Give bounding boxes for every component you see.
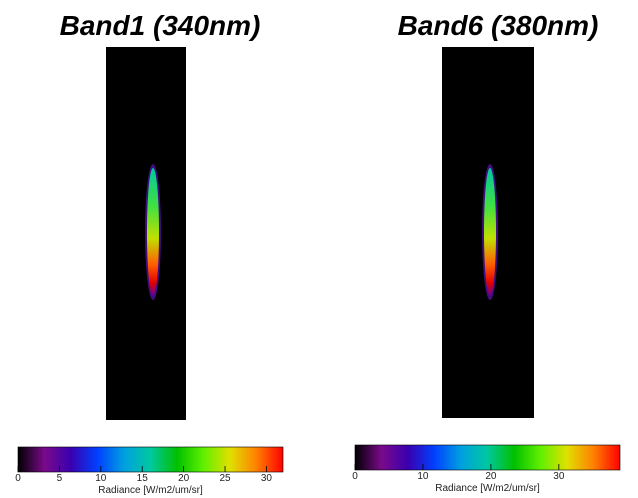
colorbar-tick-label: 0 [352,471,358,482]
radiance-spot [147,168,159,296]
colorbar [18,447,283,472]
colorbar-tick-label: 30 [261,473,273,484]
colorbar [355,445,620,470]
colorbar-tick-label: 10 [417,471,429,482]
colorbar-tick-label: 25 [219,473,231,484]
panel-title: Band1 (340nm) [60,10,261,41]
colorbar-tick-label: 10 [95,473,107,484]
colorbar-tick-label: 20 [178,473,190,484]
colorbar-tick-label: 15 [137,473,149,484]
radiance-spot [484,168,496,296]
colorbar-label: Radiance [W/m2/um/sr] [435,483,540,494]
figure: Band1 (340nm) 0 5 10 15 20 25 30 Radiance [W/m2/… [0,0,638,498]
colorbar-tick-label: 20 [485,471,497,482]
colorbar-tick-label: 0 [15,473,21,484]
colorbar-tick-label: 30 [553,471,565,482]
colorbar-tick-label: 5 [57,473,63,484]
colorbar-label: Radiance [W/m2/um/sr] [98,485,203,496]
panel-title: Band6 (380nm) [398,10,599,41]
